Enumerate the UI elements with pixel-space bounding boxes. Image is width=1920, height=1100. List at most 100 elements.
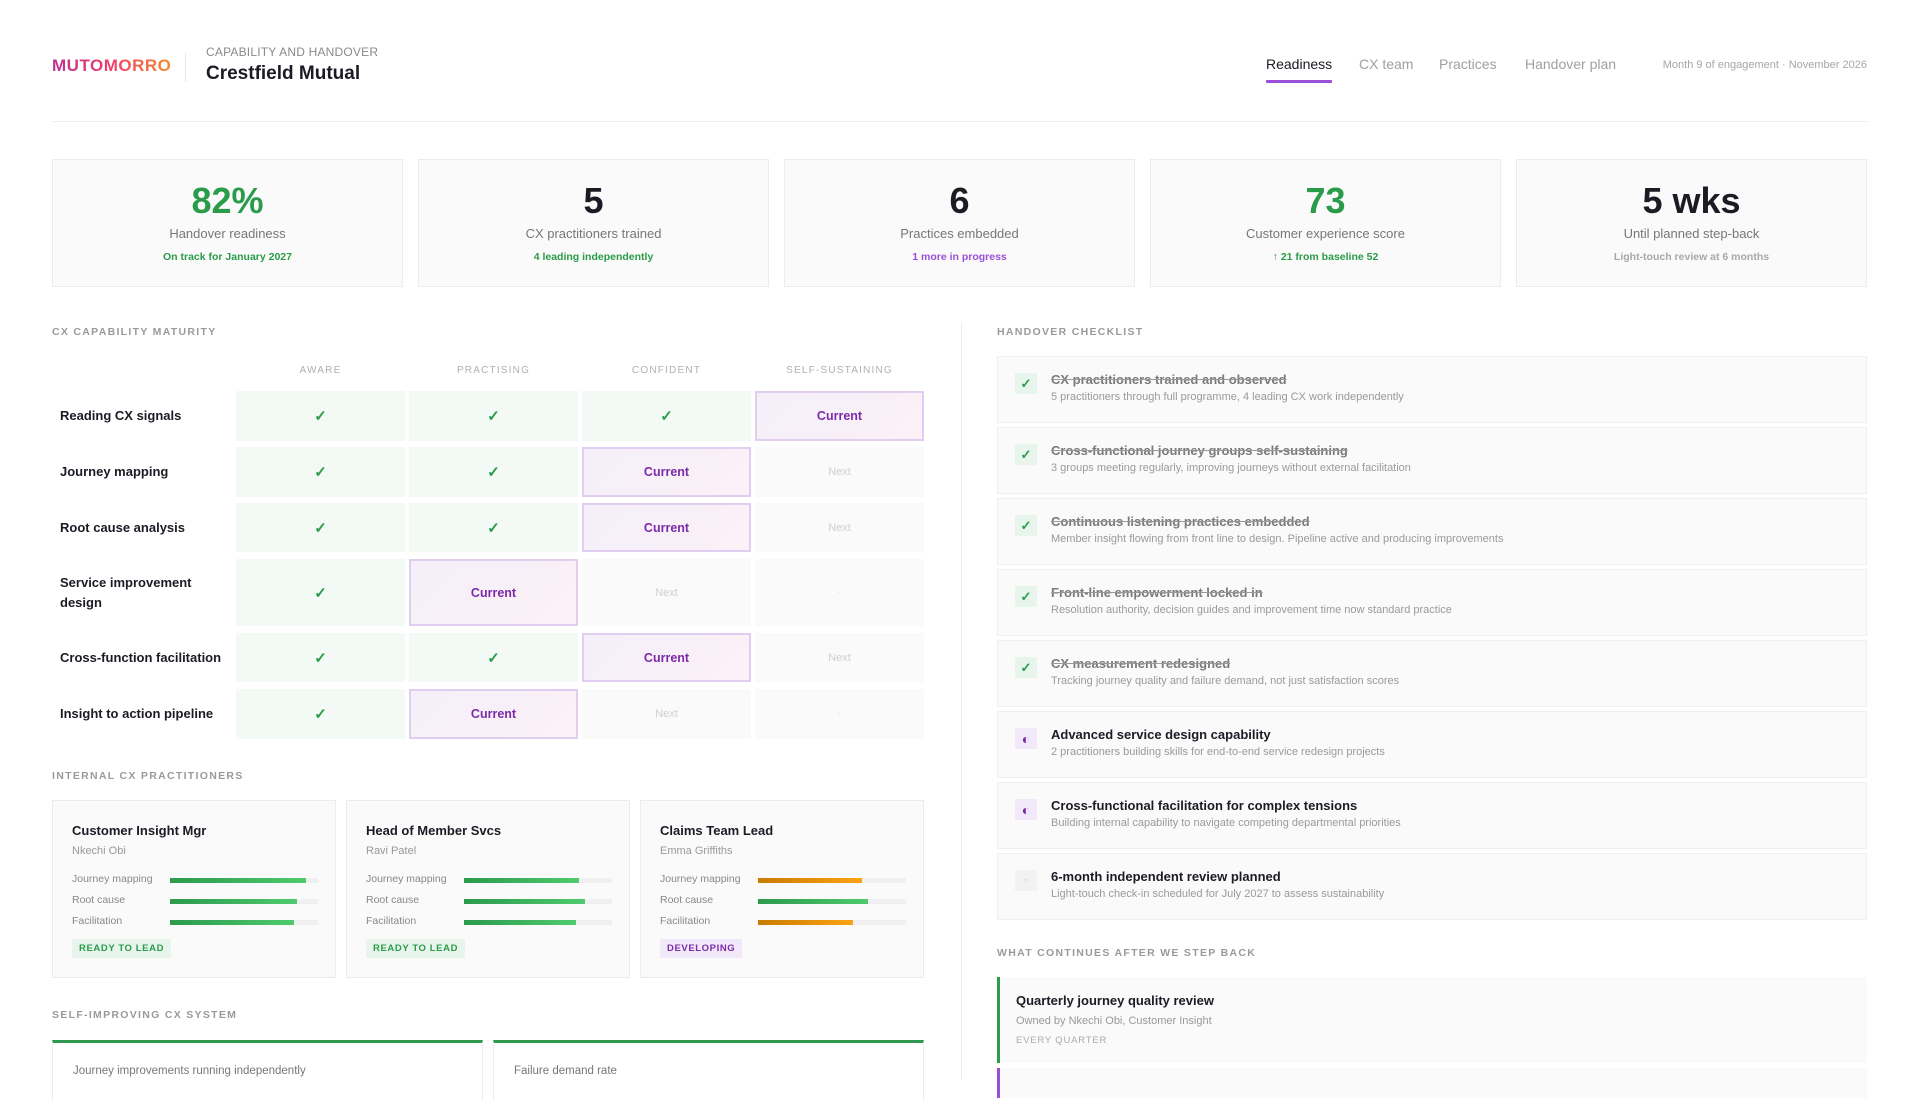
section-title-checklist: HANDOVER CHECKLIST bbox=[997, 326, 1144, 338]
kpi-label: Until planned step-back bbox=[1623, 226, 1760, 241]
continues-card bbox=[997, 1068, 1867, 1098]
check-icon: ✓ bbox=[314, 408, 327, 425]
column-header: SELF-SUSTAINING bbox=[786, 365, 893, 376]
checklist-desc: 3 groups meeting regularly, improving jo… bbox=[1051, 462, 1411, 474]
row-label: Insight to action pipeline bbox=[60, 689, 230, 739]
column-header: PRACTISING bbox=[456, 365, 531, 376]
skill-row: Journey mapping bbox=[366, 873, 616, 887]
practitioner-name: Nkechi Obi bbox=[72, 845, 126, 857]
maturity-cell-none: - bbox=[755, 689, 924, 739]
row-label-text: Cross-function facilitation bbox=[60, 649, 222, 665]
cell-status: Current bbox=[470, 585, 517, 600]
kpi-card: 82% Handover readiness On track for Januar… bbox=[52, 159, 403, 287]
cell-status: Next bbox=[655, 586, 678, 599]
skill-bar bbox=[464, 920, 612, 925]
checklist-item[interactable]: ✓ CX practitioners trained and observed 5 … bbox=[997, 356, 1867, 423]
skill-bar bbox=[170, 878, 318, 883]
check-icon: ✓ bbox=[314, 519, 327, 537]
checklist-item[interactable]: ◐ Advanced service design capability 2 pra… bbox=[997, 711, 1867, 778]
skill-label: Journey mapping bbox=[660, 873, 741, 885]
check-icon: ✓ bbox=[1015, 657, 1037, 678]
half-circle-icon: ◐ bbox=[1015, 799, 1037, 820]
section-title-maturity: CX CAPABILITY MATURITY bbox=[52, 326, 217, 338]
checklist-item[interactable]: ✓ Front-line empowerment locked in Resolut… bbox=[997, 569, 1867, 636]
empty-circle-icon: ○ bbox=[1015, 870, 1037, 891]
maturity-cell-done: ✓ bbox=[409, 503, 578, 552]
kpi-card: 5 CX practitioners trained 4 leading indep… bbox=[418, 159, 769, 287]
check-icon: ✓ bbox=[487, 649, 500, 667]
logo[interactable]: MUTOMORRO bbox=[52, 56, 172, 75]
skill-bar-fill bbox=[464, 920, 577, 925]
kpi-value: 5 wks bbox=[1642, 180, 1741, 221]
practitioner-role: Customer Insight Mgr bbox=[72, 823, 207, 838]
tab-practices[interactable]: Practices bbox=[1439, 56, 1497, 72]
maturity-cell-current: Current bbox=[582, 447, 751, 497]
system-card: Journey improvements running independent… bbox=[52, 1040, 483, 1100]
skill-row: Facilitation bbox=[660, 915, 910, 929]
tab-readiness[interactable]: Readiness bbox=[1266, 56, 1333, 83]
maturity-cell-done: ✓ bbox=[236, 559, 405, 626]
kpi-value: 73 bbox=[1305, 180, 1346, 221]
checklist-desc: Building internal capability to navigate… bbox=[1051, 817, 1401, 829]
checklist-desc: Tracking journey quality and failure dem… bbox=[1051, 675, 1400, 687]
maturity-cell-next: Next bbox=[755, 503, 924, 552]
maturity-cell-done: ✓ bbox=[236, 689, 405, 739]
column-header: CONFIDENT bbox=[631, 365, 702, 376]
maturity-cell-done: ✓ bbox=[409, 447, 578, 497]
system-card: Failure demand rate bbox=[493, 1040, 924, 1100]
checklist-title: Advanced service design capability bbox=[1051, 727, 1271, 742]
continues-frequency: EVERY QUARTER bbox=[1016, 1035, 1108, 1046]
kpi-card: 6 Practices embedded 1 more in progress bbox=[784, 159, 1135, 287]
practitioner-card[interactable]: Head of Member Svcs Ravi Patel Journey map… bbox=[346, 800, 630, 978]
check-icon: ✓ bbox=[314, 649, 327, 667]
skill-bar-fill bbox=[758, 899, 868, 904]
cell-status: Next bbox=[655, 708, 678, 720]
checklist-item[interactable]: ◐ Cross-functional facilitation for compl… bbox=[997, 782, 1867, 849]
checklist-item[interactable]: ✓ Cross-functional journey groups self-su… bbox=[997, 427, 1867, 494]
maturity-cell-done: ✓ bbox=[236, 447, 405, 497]
half-circle-icon: ◐ bbox=[1015, 728, 1037, 749]
practitioner-card[interactable]: Customer Insight Mgr Nkechi Obi Journey ma… bbox=[52, 800, 336, 978]
row-label-text: Insight to action pipeline bbox=[60, 706, 214, 721]
check-icon: ✓ bbox=[487, 519, 500, 537]
row-label-text: Journey mapping bbox=[60, 464, 169, 479]
cell-status: Next bbox=[828, 521, 851, 534]
skill-bar-fill bbox=[758, 920, 853, 925]
maturity-cell-done: ✓ bbox=[409, 633, 578, 682]
skill-bar-fill bbox=[170, 878, 307, 883]
checklist-item[interactable]: ○ 6-month independent review planned Light… bbox=[997, 853, 1867, 920]
maturity-cell-done: ✓ bbox=[582, 391, 751, 441]
maturity-cell-done: ✓ bbox=[236, 391, 405, 441]
skill-bar bbox=[464, 878, 612, 883]
cell-status: Current bbox=[643, 520, 690, 535]
skill-label: Journey mapping bbox=[366, 873, 447, 885]
check-icon: ✓ bbox=[660, 408, 673, 425]
header-divider bbox=[185, 53, 186, 82]
column-header: AWARE bbox=[299, 365, 342, 376]
kpi-subtext: 1 more in progress bbox=[912, 251, 1007, 263]
continues-owner: Owned by Nkechi Obi, Customer Insight bbox=[1016, 1015, 1212, 1027]
kpi-label: Practices embedded bbox=[900, 226, 1019, 241]
section-title-practitioners: INTERNAL CX PRACTITIONERS bbox=[52, 770, 244, 782]
check-icon: ✓ bbox=[487, 464, 500, 481]
row-label-text: Service improvement design bbox=[60, 574, 192, 610]
tab-handover-plan[interactable]: Handover plan bbox=[1525, 56, 1617, 72]
checklist-desc: Member insight flowing from front line t… bbox=[1051, 533, 1504, 545]
system-card-label: Failure demand rate bbox=[514, 1065, 617, 1077]
practitioner-name: Emma Griffiths bbox=[660, 845, 733, 857]
system-card-label: Journey improvements running independent… bbox=[73, 1065, 306, 1077]
checklist-item[interactable]: ✓ CX measurement redesigned Tracking journ… bbox=[997, 640, 1867, 707]
skill-bar bbox=[758, 920, 906, 925]
status-badge: DEVELOPING bbox=[660, 939, 743, 958]
section-title-system: SELF-IMPROVING CX SYSTEM bbox=[52, 1009, 238, 1021]
tab-cx-team[interactable]: CX team bbox=[1359, 56, 1414, 72]
checklist-title: Front-line empowerment locked in bbox=[1051, 585, 1263, 600]
check-icon: ✓ bbox=[1015, 373, 1037, 394]
skill-bar bbox=[170, 920, 318, 925]
checklist-item[interactable]: ✓ Continuous listening practices embedded… bbox=[997, 498, 1867, 565]
continues-title: Quarterly journey quality review bbox=[1016, 993, 1214, 1008]
kpi-subtext: 4 leading independently bbox=[533, 251, 654, 263]
skill-label: Root cause bbox=[660, 894, 714, 906]
practitioner-card[interactable]: Claims Team Lead Emma Griffiths Journey ma… bbox=[640, 800, 924, 978]
cell-status: - bbox=[837, 587, 842, 598]
